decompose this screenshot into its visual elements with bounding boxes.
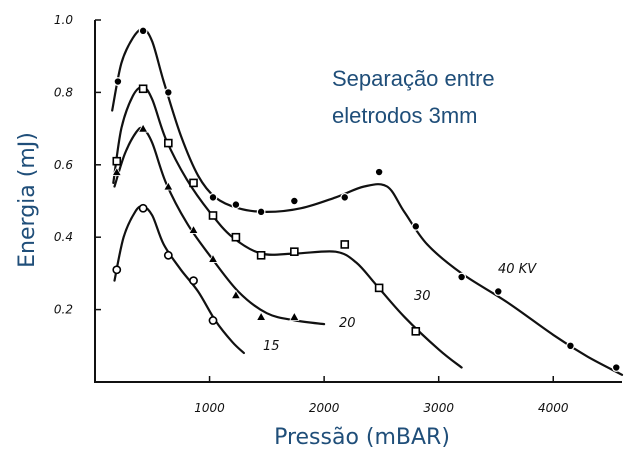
data-point-30 — [112, 156, 122, 166]
data-point-40kv — [493, 287, 503, 296]
data-point-30 — [290, 247, 299, 256]
data-point-20 — [163, 181, 174, 191]
series-line-30 — [112, 85, 463, 369]
data-point-40kv — [374, 167, 384, 177]
data-point-40kv — [138, 26, 148, 36]
data-point-40kv — [231, 200, 241, 210]
data-point-30 — [256, 251, 266, 260]
data-point-30 — [231, 232, 241, 242]
series-line-40kv — [111, 27, 624, 376]
x-axis-title: Pressão (mBAR) — [274, 425, 450, 450]
axes-frame — [94, 20, 622, 383]
y-tick-label: 1.0 — [54, 13, 73, 27]
data-point-40kv — [163, 87, 173, 97]
series-line-15 — [113, 205, 245, 355]
x-tick-label: 2000 — [309, 401, 340, 415]
data-point-20 — [255, 311, 267, 321]
annotation-line-2: eletrodos 3mm — [332, 103, 478, 128]
x-tick-label: 3000 — [423, 401, 454, 415]
data-point-20 — [137, 123, 149, 133]
data-point-40kv — [256, 207, 266, 217]
data-point-15 — [208, 316, 218, 325]
data-point-20 — [188, 224, 199, 234]
y-tick-label: 0.6 — [54, 158, 73, 172]
data-point-20 — [207, 253, 219, 263]
data-point-15 — [189, 276, 198, 286]
data-point-20 — [111, 166, 122, 176]
y-tick-label: 0.4 — [54, 230, 73, 244]
axes — [94, 20, 622, 383]
data-point-40kv — [289, 196, 299, 206]
data-point-40kv — [208, 192, 218, 202]
series-label-40kv: 40 KV — [498, 262, 537, 277]
y-tick-label: 0.2 — [54, 303, 73, 317]
y-axis-title: Energia (mJ) — [15, 132, 40, 268]
data-point-40kv — [457, 272, 467, 282]
data-point-40kv — [340, 192, 350, 202]
series-label-30: 30 — [414, 289, 431, 304]
data-point-40kv — [113, 77, 123, 86]
ticks: 1000 2000 3000 4000 0.2 0.4 0.6 0.8 1.0 — [54, 13, 569, 415]
data-point-15 — [112, 265, 122, 275]
data-point-40kv — [611, 363, 621, 372]
x-tick-label: 1000 — [194, 401, 225, 415]
data-point-40kv — [411, 221, 421, 231]
series-markers — [111, 26, 621, 372]
data-point-30 — [138, 84, 148, 94]
data-point-30 — [340, 240, 350, 249]
series-label-20: 20 — [339, 316, 356, 331]
data-point-15 — [163, 250, 173, 260]
data-point-20 — [289, 311, 300, 321]
data-point-30 — [374, 283, 384, 293]
y-tick-label: 0.8 — [54, 85, 73, 99]
series-labels: 40 KV 30 20 15 — [263, 262, 537, 354]
data-point-30 — [208, 211, 218, 220]
data-point-20 — [230, 289, 242, 300]
data-point-40kv — [566, 341, 575, 351]
x-tick-label: 4000 — [538, 401, 569, 415]
data-point-30 — [411, 327, 421, 336]
annotation-line-1: Separação entre — [332, 66, 495, 91]
data-point-15 — [138, 203, 148, 213]
series-line-20 — [113, 126, 326, 326]
data-point-30 — [189, 178, 198, 188]
data-point-30 — [164, 138, 173, 148]
series-label-15: 15 — [263, 339, 280, 354]
